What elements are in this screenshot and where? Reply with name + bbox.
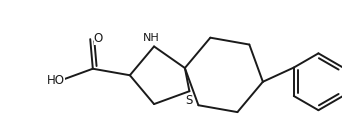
Text: HO: HO	[47, 74, 65, 87]
Text: NH: NH	[143, 32, 160, 43]
Text: O: O	[94, 32, 103, 45]
Text: S: S	[186, 94, 193, 107]
